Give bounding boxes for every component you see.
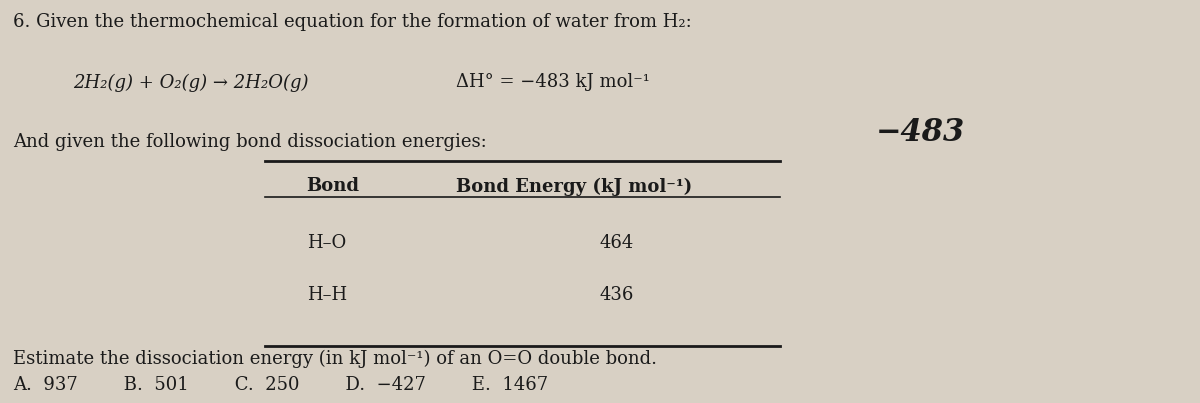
Text: Bond Energy (kJ mol⁻¹): Bond Energy (kJ mol⁻¹): [456, 177, 692, 196]
Text: A.  937        B.  501        C.  250        D.  −427        E.  1467: A. 937 B. 501 C. 250 D. −427 E. 1467: [13, 376, 548, 394]
Text: Estimate the dissociation energy (in kJ mol⁻¹) of an O=O double bond.: Estimate the dissociation energy (in kJ …: [13, 349, 658, 368]
Text: 2H₂(g) + O₂(g) → 2H₂O(g): 2H₂(g) + O₂(g) → 2H₂O(g): [73, 73, 308, 91]
Text: 436: 436: [600, 286, 635, 303]
Text: Bond: Bond: [307, 177, 360, 195]
Text: H–O: H–O: [307, 233, 346, 251]
Text: ΔH° = −483 kJ mol⁻¹: ΔH° = −483 kJ mol⁻¹: [456, 73, 650, 91]
Text: 464: 464: [600, 233, 635, 251]
Text: And given the following bond dissociation energies:: And given the following bond dissociatio…: [13, 133, 487, 152]
Text: H–H: H–H: [307, 286, 347, 303]
Text: −483: −483: [875, 117, 965, 148]
Text: 6. Given the thermochemical equation for the formation of water from H₂:: 6. Given the thermochemical equation for…: [13, 13, 692, 31]
